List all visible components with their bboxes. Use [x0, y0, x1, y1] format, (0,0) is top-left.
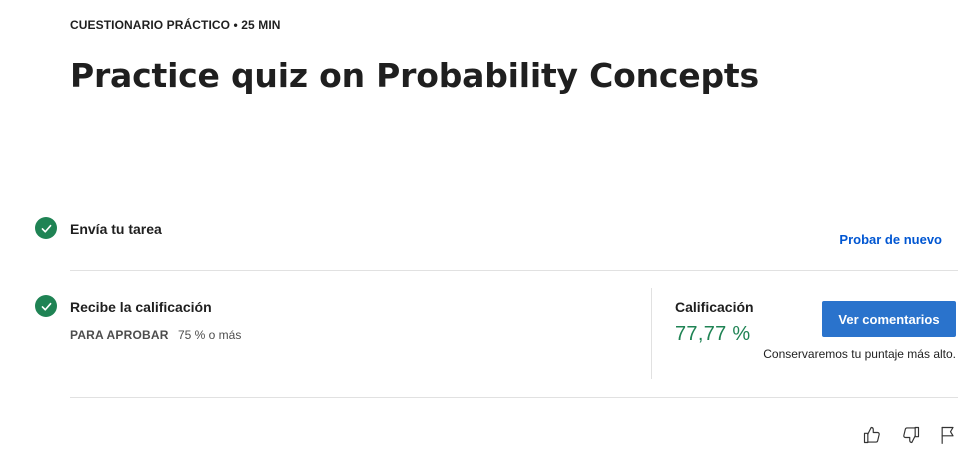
quiz-type-duration: CUESTIONARIO PRÁCTICO • 25 MIN [70, 18, 281, 32]
passing-requirement: PARA APROBAR 75 % o más [70, 328, 241, 342]
flag-icon[interactable] [937, 424, 959, 446]
grade-step-label: Recibe la calificación [70, 299, 212, 315]
thumbs-down-icon[interactable] [900, 424, 922, 446]
highest-score-note: Conservaremos tu puntaje más alto. [763, 347, 956, 361]
page-title: Practice quiz on Probability Concepts [70, 56, 759, 95]
divider [70, 397, 958, 398]
thumbs-up-icon[interactable] [861, 424, 883, 446]
try-again-link[interactable]: Probar de nuevo [839, 232, 942, 247]
submit-step-label: Envía tu tarea [70, 221, 162, 237]
divider [70, 270, 958, 271]
grade-label: Calificación [675, 299, 754, 315]
grade-value: 77,77 % [675, 323, 751, 345]
check-icon [35, 217, 57, 239]
view-feedback-button[interactable]: Ver comentarios [822, 301, 956, 337]
passing-key: PARA APROBAR [70, 328, 169, 342]
passing-value: 75 % o más [177, 328, 242, 342]
check-icon [35, 295, 57, 317]
vertical-divider [651, 288, 652, 379]
